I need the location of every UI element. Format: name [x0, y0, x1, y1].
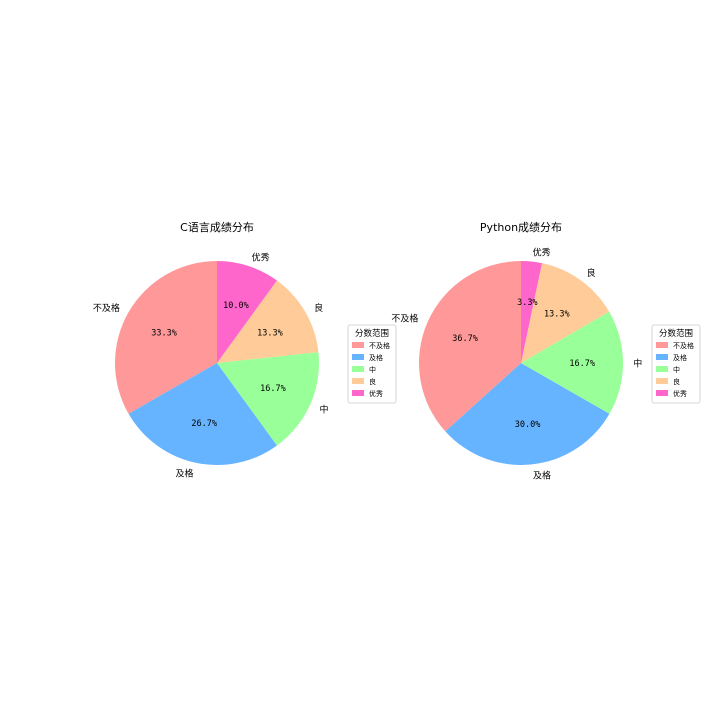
percent-label: 16.7% [260, 384, 286, 394]
slice-excellent [521, 261, 542, 363]
slice-fail [418, 261, 521, 432]
slice-medium [521, 311, 623, 414]
legend-swatch [352, 354, 364, 360]
slice-label: 良 [314, 302, 323, 314]
chart-title: C语言成绩分布 [180, 221, 254, 234]
slice-label: 中 [320, 404, 329, 416]
slice-medium [217, 352, 320, 446]
legend-entry: 中 [673, 365, 680, 374]
slice-label: 良 [587, 267, 596, 279]
legend-swatch [352, 366, 364, 372]
slice-label: 不及格 [93, 302, 120, 314]
slice-label: 中 [633, 358, 642, 370]
slice-pass [128, 363, 277, 465]
legend-entry: 良 [673, 377, 680, 386]
percent-label: 30.0% [515, 420, 541, 430]
legend-swatch [656, 366, 668, 372]
legend-swatch [352, 342, 364, 348]
legend-entry: 不及格 [673, 341, 694, 350]
slice-good [217, 280, 319, 363]
legend-entry: 及格 [673, 353, 687, 362]
slice-label: 不及格 [391, 312, 418, 324]
percent-label: 33.3% [151, 328, 177, 338]
slice-pass [445, 363, 610, 465]
chart-title: Python成绩分布 [480, 221, 562, 234]
legend-entry: 不及格 [369, 341, 390, 350]
slice-label: 及格 [176, 468, 194, 480]
legend-entry: 及格 [369, 353, 383, 362]
legend-entry: 良 [369, 377, 376, 386]
legend-title: 分数范围 [355, 328, 389, 339]
legend-swatch [656, 378, 668, 384]
legend-swatch [656, 342, 668, 348]
legend-swatch [656, 390, 668, 396]
legend-entry: 优秀 [673, 389, 687, 398]
legend-entry: 优秀 [369, 389, 383, 398]
pie-chart-2: Python成绩分布 36.7% 不及格 30.0% 及格 16.7% 中 13.3% 良 3.3… [391, 221, 701, 482]
percent-label: 16.7% [569, 359, 595, 369]
slice-label: 优秀 [533, 246, 551, 258]
legend-swatch [352, 390, 364, 396]
slice-excellent [217, 261, 277, 363]
percent-label: 10.0% [223, 301, 249, 311]
percent-label: 36.7% [452, 334, 478, 344]
slice-good [521, 263, 610, 363]
legend-swatch [656, 354, 668, 360]
percent-label: 13.3% [544, 309, 570, 319]
legend-title: 分数范围 [659, 328, 693, 339]
slice-fail [115, 261, 217, 414]
slice-label: 及格 [533, 470, 551, 482]
legend-entry: 中 [369, 365, 376, 374]
percent-label: 13.3% [257, 328, 283, 338]
percent-label: 26.7% [191, 419, 217, 429]
slice-label: 优秀 [252, 251, 270, 263]
pie-chart-1: C语言成绩分布 33.3% 不及格 26.7% 及格 16.7% 中 13.3% 良 10.0% 优… [93, 221, 397, 480]
legend-swatch [352, 378, 364, 384]
percent-label: 3.3% [517, 298, 537, 308]
